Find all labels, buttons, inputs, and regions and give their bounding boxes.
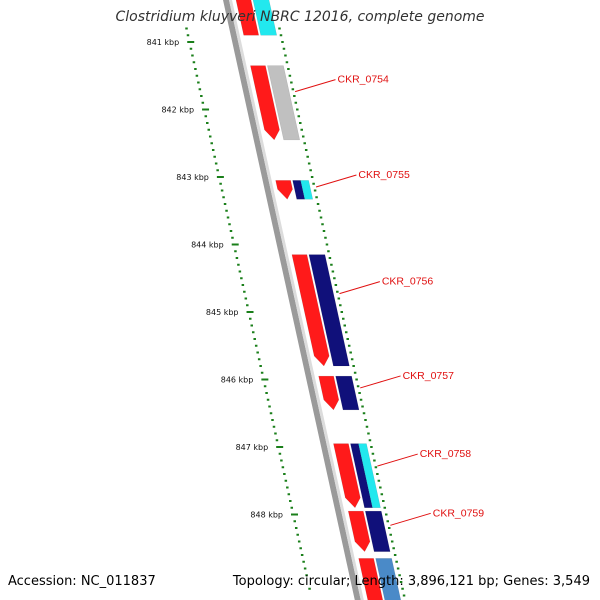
cds-feature (375, 558, 402, 600)
gene-arrow (250, 65, 280, 141)
cds-feature (308, 254, 350, 367)
tick-label: 844 kbp (191, 241, 224, 250)
cds-feature-accent (358, 443, 381, 508)
gene-arrow (347, 510, 371, 553)
gene-label-leader (360, 375, 401, 389)
cds-feature (267, 65, 301, 141)
tick-label: 846 kbp (221, 376, 254, 385)
gene-label-leader (377, 453, 418, 467)
gene-arrow (235, 0, 260, 36)
tick-label: 845 kbp (206, 308, 239, 317)
gene-label-leader (390, 512, 431, 526)
gene-arrow (318, 375, 340, 411)
cds-feature (252, 0, 278, 36)
gene-label[interactable]: CKR_0754 (337, 74, 389, 86)
backbone-highlight (229, 0, 364, 600)
cds-feature-accent (300, 180, 314, 200)
map-title: Clostridium kluyveri NBRC 12016, complet… (115, 9, 485, 25)
backbone-line (223, 0, 361, 600)
gene-label[interactable]: CKR_0757 (403, 370, 455, 382)
tick-label: 847 kbp (236, 443, 269, 452)
gene-label-leader (315, 174, 357, 188)
accession-text: Accession: NC_011837 (8, 574, 156, 589)
gene-arrow (358, 558, 384, 600)
tick-label: 848 kbp (250, 511, 283, 520)
gene-label-leader (294, 79, 336, 93)
genome-summary-text: Topology: circular; Length: 3,896,121 bp… (232, 574, 590, 589)
gene-arrow (333, 443, 361, 509)
gene-label[interactable]: CKR_0756 (382, 276, 434, 288)
gene-arrow (275, 180, 293, 200)
cds-feature (364, 510, 391, 552)
gene-label-leader (339, 281, 380, 295)
tick-label: 841 kbp (147, 38, 180, 47)
gene-arrow (291, 254, 330, 367)
gene-label[interactable]: CKR_0758 (420, 448, 472, 460)
gene-label[interactable]: CKR_0755 (358, 169, 410, 181)
tick-label: 842 kbp (161, 106, 194, 115)
gene-label[interactable]: CKR_0759 (433, 507, 485, 519)
tick-label: 843 kbp (176, 173, 209, 182)
cds-feature (335, 375, 360, 411)
